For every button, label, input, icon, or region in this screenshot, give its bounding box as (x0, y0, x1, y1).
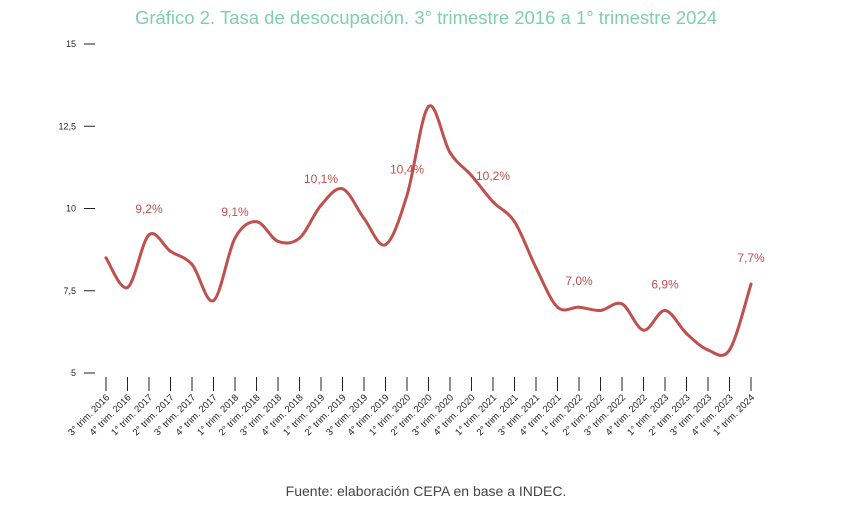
data-point (448, 151, 452, 155)
y-tick-label: 12,5 (58, 121, 76, 131)
data-label: 6,9% (651, 277, 679, 291)
data-label: 10,4% (390, 162, 424, 176)
data-point (427, 105, 430, 109)
data-point (362, 216, 366, 220)
data-point (749, 282, 753, 286)
data-point (642, 328, 645, 332)
series-line (104, 104, 753, 357)
series-group (104, 104, 753, 357)
data-point (706, 348, 710, 352)
data-point (663, 308, 667, 312)
data-point (534, 266, 538, 270)
data-point (212, 299, 215, 303)
source-note: Fuente: elaboración CEPA en base a INDEC… (285, 483, 567, 499)
data-point (255, 220, 258, 224)
data-point (491, 200, 495, 204)
data-point (685, 332, 688, 336)
data-point (319, 203, 323, 207)
data-point (169, 249, 172, 253)
data-point (728, 348, 731, 352)
y-tick-label: 10 (66, 204, 76, 214)
data-label: 7,0% (565, 274, 593, 288)
data-point (620, 302, 624, 306)
data-point (470, 174, 473, 178)
data-label: 7,7% (737, 251, 765, 265)
data-point (276, 239, 280, 243)
data-point (577, 305, 581, 309)
data-label: 10,1% (304, 172, 338, 186)
data-point (190, 262, 194, 266)
data-point (298, 236, 301, 240)
data-point (384, 243, 387, 247)
data-label: 9,2% (135, 202, 163, 216)
data-point (126, 285, 129, 289)
data-point (599, 308, 602, 312)
y-tick-label: 7,5 (63, 286, 76, 296)
data-point (341, 187, 344, 191)
data-point (513, 220, 516, 224)
y-tick-label: 15 (66, 39, 76, 49)
data-label: 9,1% (221, 205, 249, 219)
data-point (233, 236, 237, 240)
data-point (556, 305, 559, 309)
data-point (405, 193, 409, 197)
data-label: 10,2% (476, 169, 510, 183)
y-tick-label: 5 (71, 368, 76, 378)
data-point (104, 256, 108, 260)
chart-title: Gráfico 2. Tasa de desocupación. 3° trim… (134, 7, 718, 28)
y-axis: 5 7,5 10 12,5 15 (58, 39, 95, 378)
data-labels: 9,2% 9,1% 10,1% 10,4% 10,2% 7,0% 6,9% 7,7% (135, 162, 765, 291)
data-point (147, 233, 151, 237)
